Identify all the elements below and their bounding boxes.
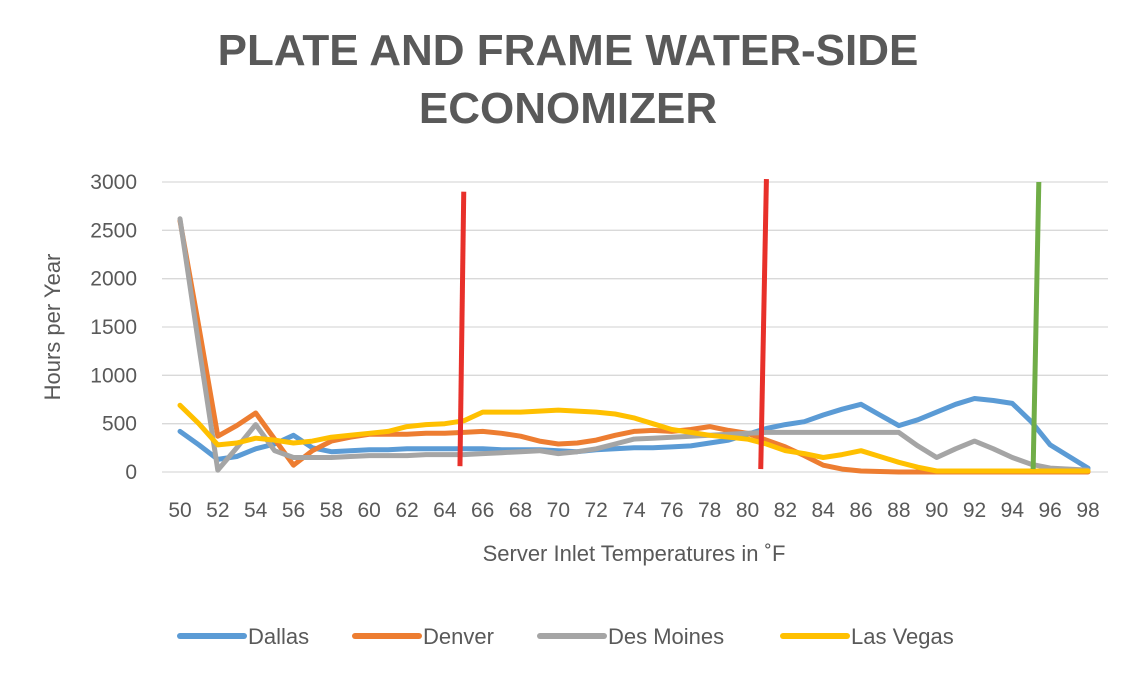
x-tick-label: 60 [357, 499, 380, 522]
y-tick-label: 0 [125, 461, 137, 484]
series-line-dallas [177, 396, 1091, 471]
x-tick-label: 98 [1076, 499, 1099, 522]
x-tick-label: 84 [811, 499, 835, 522]
y-tick-label: 3000 [90, 171, 137, 194]
legend-item: Las Vegas [780, 624, 954, 649]
legend-label: Las Vegas [851, 624, 954, 649]
series-line-des-moines [177, 216, 1091, 473]
y-tick-label: 2500 [90, 219, 137, 242]
chart-title-line-1: PLATE AND FRAME WATER-SIDE [217, 26, 919, 75]
x-tick-label: 82 [774, 499, 797, 522]
legend-label: Denver [423, 624, 494, 649]
y-tick-label: 500 [102, 413, 137, 436]
x-axis-tick-labels: 50 52 54 56 58 60 62 64 66 68 70 72 74 76 78 80 82 84 86 88… [168, 499, 1099, 522]
annotation-line-3 [1030, 181, 1042, 470]
annotation-lines [457, 179, 1042, 470]
x-tick-label: 52 [206, 499, 229, 522]
x-tick-label: 78 [698, 499, 721, 522]
x-axis-title: Server Inlet Temperatures in ˚F [483, 541, 786, 566]
x-tick-label: 92 [963, 499, 986, 522]
x-tick-label: 64 [433, 499, 457, 522]
x-tick-label: 66 [471, 499, 494, 522]
y-tick-label: 1000 [90, 364, 137, 387]
x-tick-label: 70 [547, 499, 570, 522]
x-tick-label: 88 [887, 499, 910, 522]
x-tick-label: 58 [320, 499, 343, 522]
legend-label: Dallas [248, 624, 309, 649]
x-tick-label: 62 [395, 499, 418, 522]
series-lines [177, 216, 1091, 475]
legend: Dallas Denver Des Moines Las Vegas [177, 624, 954, 649]
legend-item: Dallas [177, 624, 309, 649]
x-tick-label: 74 [622, 499, 646, 522]
x-tick-label: 68 [509, 499, 532, 522]
legend-item: Denver [352, 624, 494, 649]
x-tick-label: 50 [168, 499, 191, 522]
x-tick-label: 54 [244, 499, 268, 522]
y-tick-label: 2000 [90, 268, 137, 291]
annotation-line-1 [457, 191, 467, 467]
x-tick-label: 80 [736, 499, 759, 522]
x-tick-label: 90 [925, 499, 948, 522]
gridlines [162, 181, 1108, 473]
legend-item: Des Moines [537, 624, 724, 649]
annotation-line-2 [758, 179, 769, 470]
x-tick-label: 72 [584, 499, 607, 522]
x-tick-label: 94 [1001, 499, 1025, 522]
y-axis-title: Hours per Year [40, 254, 65, 401]
series-line-denver [177, 218, 1091, 475]
y-axis-tick-labels: 0 500 1000 1500 2000 2500 3000 [90, 171, 137, 484]
legend-label: Des Moines [608, 624, 724, 649]
chart-title-line-2: ECONOMIZER [418, 84, 718, 133]
x-tick-label: 76 [660, 499, 683, 522]
y-tick-label: 1500 [90, 316, 137, 339]
series-line-las-vegas [177, 402, 1091, 474]
x-tick-label: 56 [282, 499, 305, 522]
x-tick-label: 86 [849, 499, 872, 522]
chart-title: PLATE AND FRAME WATER-SIDE ECONOMIZER [0, 22, 1136, 138]
x-tick-label: 96 [1038, 499, 1061, 522]
